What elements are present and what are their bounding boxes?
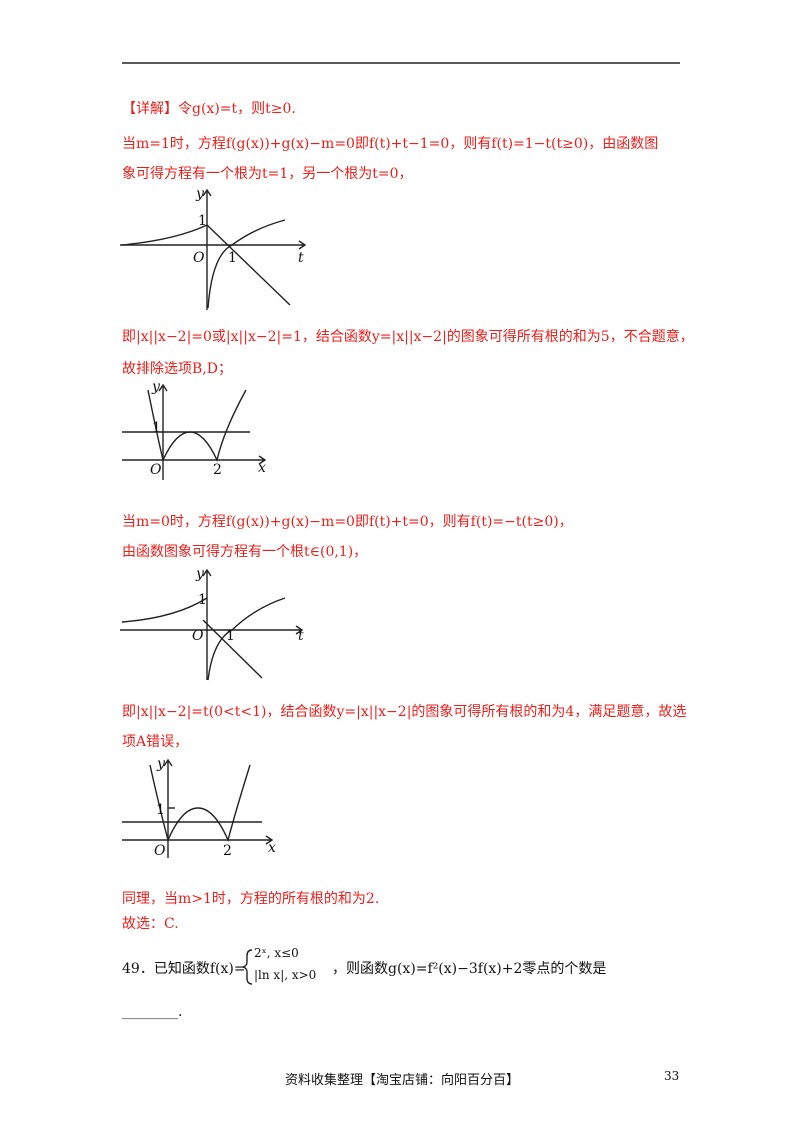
graph-label: y	[156, 756, 166, 772]
graph-label: 1	[198, 592, 207, 608]
graph: y 1 O 1 t	[120, 566, 304, 681]
text-line: 由函数图象可得方程有一个根t∈(0,1)，	[122, 544, 368, 560]
graph-label: O	[150, 462, 162, 478]
graph-label: 1	[198, 213, 207, 229]
graph-label: y	[195, 566, 205, 582]
text-line: 即|x||x−2|=t(0<t<1)，结合函数y=|x||x−2|的图象可得所有…	[122, 704, 687, 720]
text-line: 象可得方程有一个根为t=1，另一个根为t=0，	[122, 166, 413, 182]
graph-label: 2	[223, 843, 232, 859]
text-line: 同理，当m>1时，方程的所有根的和为2.	[122, 891, 380, 907]
graph-label: x	[258, 460, 266, 476]
answer-blank: ________.	[122, 1004, 183, 1020]
question-case: |ln x|, x>0	[254, 968, 317, 982]
graph: y 1 O 2 x	[122, 379, 267, 480]
graph-label: 1	[228, 250, 237, 266]
graph-label: x	[268, 840, 276, 856]
graph-label: O	[192, 628, 204, 644]
text-line: 当m=1时，方程f(g(x))+g(x)−m=0即f(t)+t−1=0，则有f(…	[122, 136, 659, 152]
footer-text: 资料收集整理【淘宝店铺：向阳百分百】	[285, 1073, 520, 1088]
question-prefix: 49．已知函数f(x)=	[122, 961, 246, 977]
page-number: 33	[664, 1069, 680, 1083]
graph-label: 2	[213, 462, 222, 478]
text-line: 【详解】令g(x)=t，则t≥0.	[122, 101, 296, 117]
graph: y 1 O 2 x	[122, 756, 276, 859]
graph-label: O	[154, 843, 166, 859]
graph-label: t	[298, 250, 304, 266]
graph: y 1 O 1 t	[120, 186, 307, 310]
text-line: 当m=0时，方程f(g(x))+g(x)−m=0即f(t)+t=0，则有f(t)…	[122, 514, 573, 530]
graph-label: y	[151, 379, 161, 395]
graph-label: t	[298, 628, 304, 644]
brace	[242, 949, 253, 985]
graph-label: 1	[156, 802, 165, 818]
graph-label: 1	[152, 420, 161, 436]
text-line: 即|x||x−2|=0或|x||x−2|=1，结合函数y=|x||x−2|的图象…	[122, 329, 694, 345]
graph-label: y	[195, 186, 205, 202]
question-case: 2ˣ, x≤0	[254, 946, 299, 960]
text-line: 故排除选项B,D；	[122, 361, 232, 377]
text-line: 故选：C.	[122, 916, 179, 932]
graph-label: O	[193, 250, 205, 266]
question-suffix: ，则函数g(x)=f²(x)−3f(x)+2零点的个数是	[332, 961, 607, 977]
graph-label: 1	[226, 628, 235, 644]
text-line: 项A错误，	[122, 734, 189, 750]
